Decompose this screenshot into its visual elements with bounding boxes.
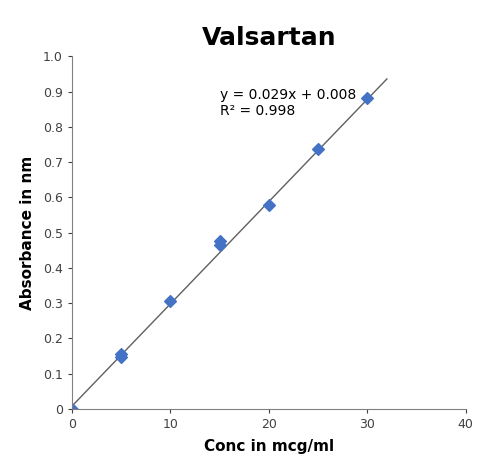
Point — [216, 241, 223, 249]
Point — [117, 350, 125, 357]
Text: y = 0.029x + 0.008
R² = 0.998: y = 0.029x + 0.008 R² = 0.998 — [219, 88, 356, 118]
Point — [363, 94, 371, 102]
Point — [314, 145, 322, 153]
Point — [117, 353, 125, 360]
Point — [265, 201, 273, 209]
Point — [216, 238, 223, 245]
X-axis label: Conc in mcg/ml: Conc in mcg/ml — [204, 439, 334, 454]
Title: Valsartan: Valsartan — [202, 26, 336, 50]
Point — [167, 298, 174, 305]
Y-axis label: Absorbance in nm: Absorbance in nm — [20, 156, 35, 310]
Point — [68, 405, 76, 413]
